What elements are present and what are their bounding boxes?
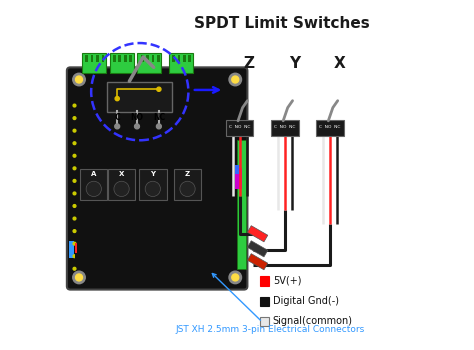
Bar [152,55,155,62]
Text: Y: Y [150,171,155,177]
Polygon shape [247,226,268,242]
Bar [260,296,269,306]
Bar [237,140,246,269]
Circle shape [145,181,160,197]
Bar [260,317,269,327]
Circle shape [73,167,76,170]
Circle shape [73,129,76,132]
Circle shape [86,181,101,197]
FancyBboxPatch shape [139,169,166,200]
Bar [141,55,144,62]
Circle shape [73,255,76,258]
Circle shape [115,97,119,101]
Circle shape [73,192,76,195]
FancyBboxPatch shape [226,120,254,136]
Text: 5V(+): 5V(+) [273,276,301,286]
Circle shape [115,124,119,129]
Bar [188,55,191,62]
Circle shape [229,271,242,284]
Circle shape [73,117,76,119]
Bar [85,55,88,62]
Text: Y: Y [289,56,300,71]
Text: SPDT Limit Switches: SPDT Limit Switches [194,16,370,32]
Circle shape [114,181,129,197]
Bar [235,166,239,174]
Polygon shape [247,254,268,270]
Text: NC: NC [153,112,165,121]
Circle shape [232,76,239,83]
FancyBboxPatch shape [82,53,106,73]
Circle shape [75,274,82,281]
Bar [124,55,127,62]
Text: X: X [334,56,345,71]
Text: C: C [114,112,120,121]
Text: Digital Gnd(-): Digital Gnd(-) [273,296,339,306]
Bar [157,55,160,62]
Circle shape [73,205,76,207]
FancyBboxPatch shape [174,169,201,200]
Bar [235,168,242,189]
Bar [91,55,93,62]
FancyBboxPatch shape [316,120,344,136]
Text: X: X [119,171,124,177]
Bar [74,243,77,253]
Circle shape [73,73,85,86]
Circle shape [157,87,161,91]
Bar [146,55,149,62]
Text: JST XH 2.5mm 3-pin Electrical Connectors: JST XH 2.5mm 3-pin Electrical Connectors [175,273,365,334]
Bar [177,55,180,62]
Text: Z: Z [244,56,255,71]
Circle shape [232,274,239,281]
Bar [96,55,99,62]
FancyBboxPatch shape [67,67,247,289]
FancyBboxPatch shape [108,82,172,112]
Bar [129,55,132,62]
FancyBboxPatch shape [108,169,135,200]
Text: A: A [91,171,96,177]
Bar [183,55,186,62]
Bar [69,241,74,258]
Circle shape [73,217,76,220]
Bar [260,276,269,286]
Circle shape [73,230,76,232]
Circle shape [73,142,76,145]
Circle shape [180,181,195,197]
Circle shape [73,271,85,284]
Circle shape [229,73,242,86]
Circle shape [156,124,161,129]
Bar [172,55,175,62]
Circle shape [135,124,139,129]
Text: NO: NO [130,112,144,121]
Bar [101,55,104,62]
Bar [113,55,116,62]
Circle shape [73,267,76,270]
FancyBboxPatch shape [271,120,299,136]
FancyBboxPatch shape [109,53,134,73]
Circle shape [73,104,76,107]
Circle shape [75,76,82,83]
Bar [118,55,121,62]
Text: Z: Z [185,171,190,177]
FancyBboxPatch shape [169,53,192,73]
Polygon shape [247,241,268,257]
FancyBboxPatch shape [137,53,161,73]
Circle shape [73,154,76,157]
Text: Signal(common): Signal(common) [273,316,353,326]
Bar [74,253,77,264]
Circle shape [73,180,76,182]
Circle shape [73,242,76,245]
Text: C  NO  NC: C NO NC [319,125,341,129]
FancyBboxPatch shape [80,169,108,200]
Text: C  NO  NC: C NO NC [229,125,250,129]
Text: C  NO  NC: C NO NC [274,125,296,129]
